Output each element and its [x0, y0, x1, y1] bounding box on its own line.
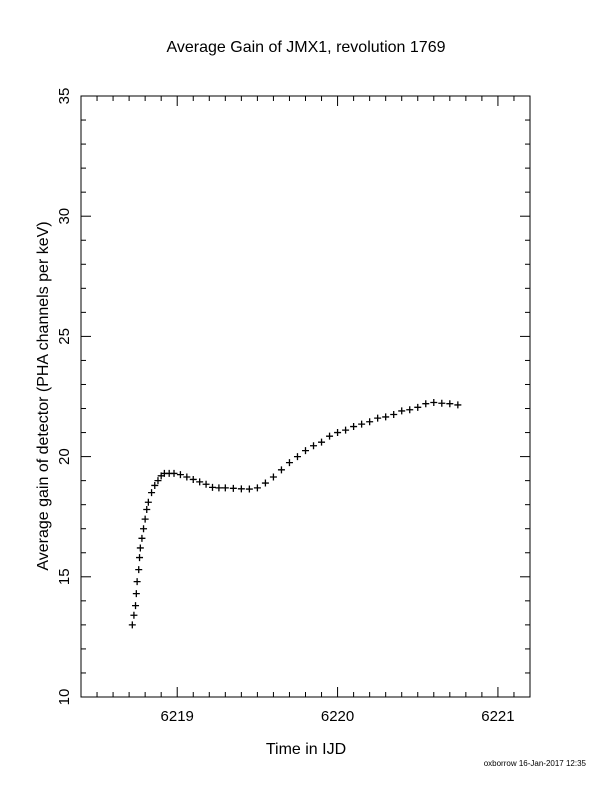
x-tick-label: 6221: [481, 708, 514, 725]
data-point: [133, 578, 141, 586]
data-points: [128, 399, 462, 629]
data-point: [176, 471, 184, 479]
data-point: [183, 473, 191, 481]
data-point: [310, 442, 318, 450]
data-point: [136, 554, 144, 562]
data-point: [398, 407, 406, 415]
data-point: [196, 478, 204, 486]
data-point: [132, 602, 140, 610]
data-point: [221, 484, 229, 492]
data-point: [141, 515, 149, 523]
data-point: [215, 484, 223, 492]
data-point: [202, 480, 210, 488]
data-point: [285, 459, 293, 467]
data-point: [154, 477, 162, 485]
data-point: [245, 485, 253, 493]
y-tick-label: 20: [56, 448, 73, 465]
data-point: [140, 525, 148, 533]
data-point: [253, 484, 261, 492]
data-point: [414, 403, 422, 411]
data-point: [406, 406, 414, 414]
data-point: [326, 432, 334, 440]
data-point: [358, 420, 366, 428]
y-tick-label: 35: [56, 88, 73, 105]
data-point: [350, 423, 358, 431]
data-point: [374, 414, 382, 422]
x-tick-label: 6219: [161, 708, 194, 725]
data-point: [237, 485, 245, 493]
data-point: [302, 447, 309, 455]
y-tick-label: 25: [56, 328, 73, 345]
data-point: [277, 466, 285, 474]
data-point: [136, 544, 144, 552]
data-point: [170, 469, 178, 477]
data-point: [293, 453, 301, 461]
y-axis-label: Average gain of detector (PHA channels p…: [35, 221, 52, 570]
data-point: [130, 611, 138, 619]
data-point: [261, 479, 269, 487]
data-point: [144, 498, 152, 506]
data-point: [334, 429, 342, 437]
data-point: [132, 590, 140, 598]
data-point: [422, 400, 430, 408]
data-point: [189, 475, 197, 483]
data-point: [151, 481, 159, 489]
x-axis-label: Time in IJD: [266, 741, 346, 758]
x-tick-label: 6220: [321, 708, 354, 725]
data-point: [148, 489, 156, 497]
data-point: [138, 534, 146, 542]
data-point: [269, 473, 277, 481]
axis-ticks: [80, 95, 531, 698]
data-point: [390, 411, 398, 419]
data-point: [382, 413, 390, 421]
plot-frame: [80, 95, 531, 698]
data-point: [430, 399, 438, 407]
y-tick-label: 15: [56, 568, 73, 585]
data-point: [208, 483, 216, 491]
data-point: [454, 401, 462, 409]
y-tick-label: 10: [56, 689, 73, 706]
data-point: [366, 418, 374, 426]
data-point: [135, 566, 143, 574]
data-point: [438, 399, 446, 407]
data-point: [128, 621, 136, 629]
data-point: [446, 400, 454, 408]
tick-labels: 6219 6220 6221 10 15 20 25 30 35: [56, 88, 515, 725]
chart-title: Average Gain of JMX1, revolution 1769: [167, 39, 446, 56]
footer-credit: oxborrow 16-Jan-2017 12:35: [484, 759, 587, 768]
data-point: [342, 426, 350, 434]
data-point: [143, 505, 151, 513]
y-tick-label: 30: [56, 208, 73, 225]
data-point: [229, 484, 237, 492]
data-point: [318, 438, 326, 446]
